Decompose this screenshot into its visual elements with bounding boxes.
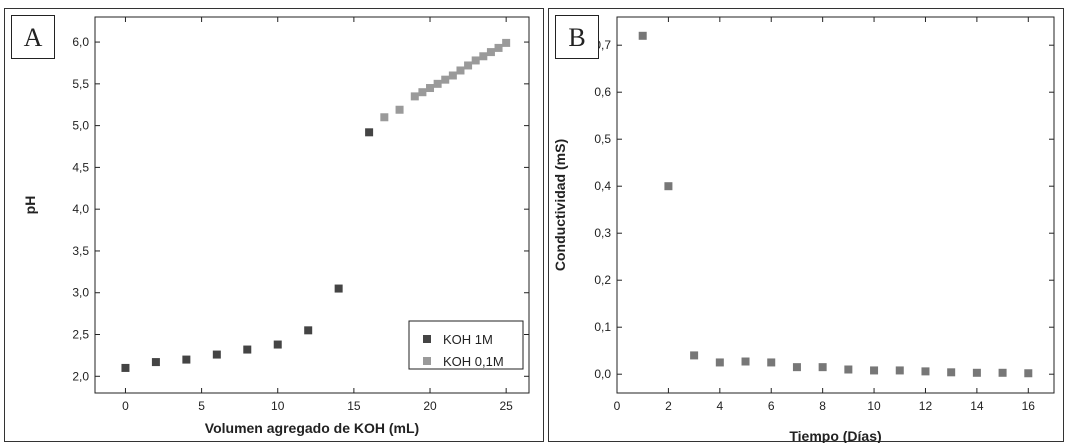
data-point <box>870 366 879 375</box>
y-tick-label: 0,4 <box>594 179 611 193</box>
y-tick-label: 5,5 <box>72 77 89 91</box>
data-point <box>1024 369 1033 378</box>
chart-b-svg: 0 2 4 6 8 10 12 14 160,00,10,20,30,40,50,60,7Tie… <box>552 16 1055 443</box>
x-tick-label: 20 <box>423 399 437 413</box>
data-point <box>273 340 282 349</box>
y-tick-label: 3,5 <box>72 244 89 258</box>
x-tick-label: 12 <box>919 399 933 413</box>
y-tick-label: 3,0 <box>72 286 89 300</box>
y-axis-label: Conductividad (mS) <box>552 139 568 271</box>
data-point <box>456 66 465 75</box>
data-point <box>243 345 252 354</box>
data-point <box>441 75 450 84</box>
y-tick-label: 4,0 <box>72 202 89 216</box>
x-tick-label: 14 <box>970 399 984 413</box>
data-point <box>304 326 313 335</box>
data-point <box>448 71 457 80</box>
x-tick-label: 6 <box>768 399 775 413</box>
data-point <box>767 358 776 367</box>
data-point <box>844 365 853 374</box>
x-tick-label: 0 <box>122 399 129 413</box>
data-point <box>151 358 160 367</box>
data-point <box>471 56 480 65</box>
data-point <box>792 363 801 372</box>
x-tick-label: 10 <box>867 399 881 413</box>
y-tick-label: 4,5 <box>72 160 89 174</box>
plot-frame <box>94 16 530 394</box>
y-tick-label: 5,0 <box>72 119 89 133</box>
data-point <box>972 368 981 377</box>
x-tick-label: 2 <box>665 399 672 413</box>
panel-label-b: B <box>555 15 599 59</box>
data-point <box>921 367 930 376</box>
x-tick-label: 0 <box>614 399 621 413</box>
y-tick-label: 6,0 <box>72 35 89 49</box>
data-point <box>182 355 191 364</box>
data-point <box>121 363 130 372</box>
data-point <box>638 31 647 40</box>
data-point <box>212 350 221 359</box>
data-point <box>998 368 1007 377</box>
x-axis-label: Tiempo (Días) <box>789 428 881 443</box>
data-point <box>410 92 419 101</box>
panel-label-a: A <box>11 15 55 59</box>
data-point <box>947 368 956 377</box>
data-point <box>395 105 404 114</box>
y-axis-label: pH <box>22 196 38 215</box>
x-tick-label: 4 <box>716 399 723 413</box>
y-tick-label: 2,0 <box>72 369 89 383</box>
chart-a-svg: 0 5 10 15 20 25 2,0 2,5 3,0 3,5 4,0 4,5 5,0 5,5 6,0 Vol… <box>22 16 530 436</box>
legend-entry: KOH 1M <box>443 332 493 347</box>
x-tick-label: 5 <box>198 399 205 413</box>
data-point <box>380 113 389 122</box>
x-tick-label: 10 <box>271 399 285 413</box>
x-axis-label: Volumen agregado de KOH (mL) <box>205 420 419 436</box>
data-point <box>690 351 699 360</box>
data-point <box>494 43 503 52</box>
legend-marker <box>423 357 431 365</box>
x-tick-label: 8 <box>819 399 826 413</box>
y-tick-label: 0,6 <box>594 85 611 99</box>
y-tick-label: 0,5 <box>594 132 611 146</box>
data-point <box>464 61 473 70</box>
data-point <box>486 48 495 57</box>
x-tick-label: 16 <box>1022 399 1036 413</box>
data-point <box>433 79 442 88</box>
chart-panel-a: A 0 5 10 15 20 25 2,0 2,5 3,0 3,5 4,0 4,5 5,0 5,5 6,0 V… <box>4 8 544 442</box>
data-point <box>502 38 511 47</box>
data-point <box>818 363 827 372</box>
legend-entry: KOH 0,1M <box>443 354 504 369</box>
data-point <box>741 357 750 366</box>
y-tick-label: 0,0 <box>594 367 611 381</box>
legend-marker <box>423 335 431 343</box>
data-point <box>334 284 343 293</box>
data-point <box>664 182 673 191</box>
data-point <box>365 128 374 137</box>
data-point <box>715 358 724 367</box>
plot-frame <box>616 16 1055 394</box>
y-tick-label: 0,2 <box>594 273 611 287</box>
y-tick-label: 2,5 <box>72 328 89 342</box>
data-point <box>426 84 435 93</box>
y-tick-label: 0,1 <box>594 320 611 334</box>
x-tick-label: 15 <box>347 399 361 413</box>
y-tick-label: 0,3 <box>594 226 611 240</box>
data-point <box>479 52 488 61</box>
chart-panel-b: B 0 2 4 6 8 10 12 14 16 0,0 0,1 0,2 0,3 0,4 0,5 0,6 0,7 T… <box>548 8 1064 443</box>
data-point <box>418 88 427 97</box>
data-point <box>895 366 904 375</box>
x-tick-label: 25 <box>499 399 513 413</box>
